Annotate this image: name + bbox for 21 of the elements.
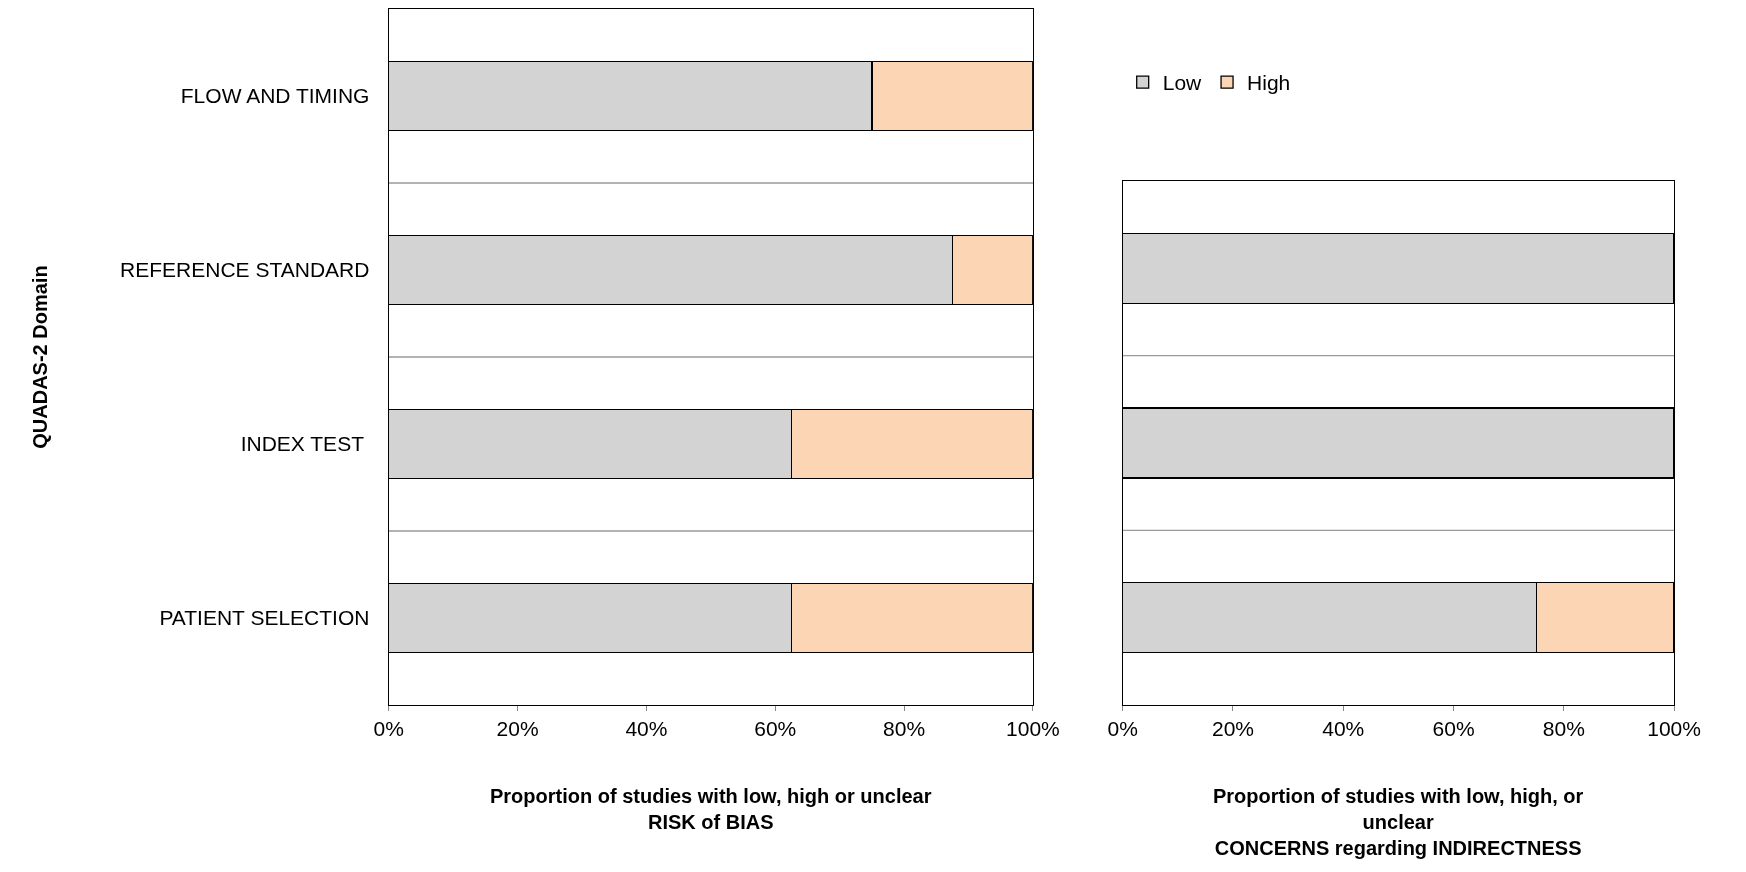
x-tick-label: 40% [1322, 717, 1365, 741]
x-tick-label: 60% [1432, 717, 1475, 741]
y-tick-label: REFERENCE STANDARD [120, 258, 370, 282]
x-tick-label: 80% [883, 717, 926, 741]
y-tick-label: PATIENT SELECTION [159, 606, 370, 630]
y-tick-label: INDEX TEST [240, 432, 370, 456]
x-tick-label: 20% [1211, 717, 1254, 741]
x-tick-label: 100% [1006, 717, 1060, 741]
x-tick-label: 80% [1542, 717, 1585, 741]
y-tick-label: FLOW AND TIMING [180, 84, 370, 108]
x-tick-label: 100% [1647, 717, 1701, 741]
x-tick-label: 0% [373, 717, 404, 741]
legend-label: High [1247, 71, 1291, 95]
x-axis-title: Proportion of studies with low, high or unclear RISK of BIAS [490, 785, 932, 833]
x-axis-title: Proportion of studies with low, high, or unclear CONCERNS regarding INDIRECTNESS [1213, 785, 1584, 859]
x-tick-label: 20% [496, 717, 539, 741]
x-tick-label: 0% [1107, 717, 1138, 741]
legend-label: Low [1162, 71, 1203, 95]
x-tick-label: 40% [625, 717, 668, 741]
y-axis-title: QUADAS-2 Domain [28, 265, 51, 449]
x-tick-label: 60% [754, 717, 797, 741]
